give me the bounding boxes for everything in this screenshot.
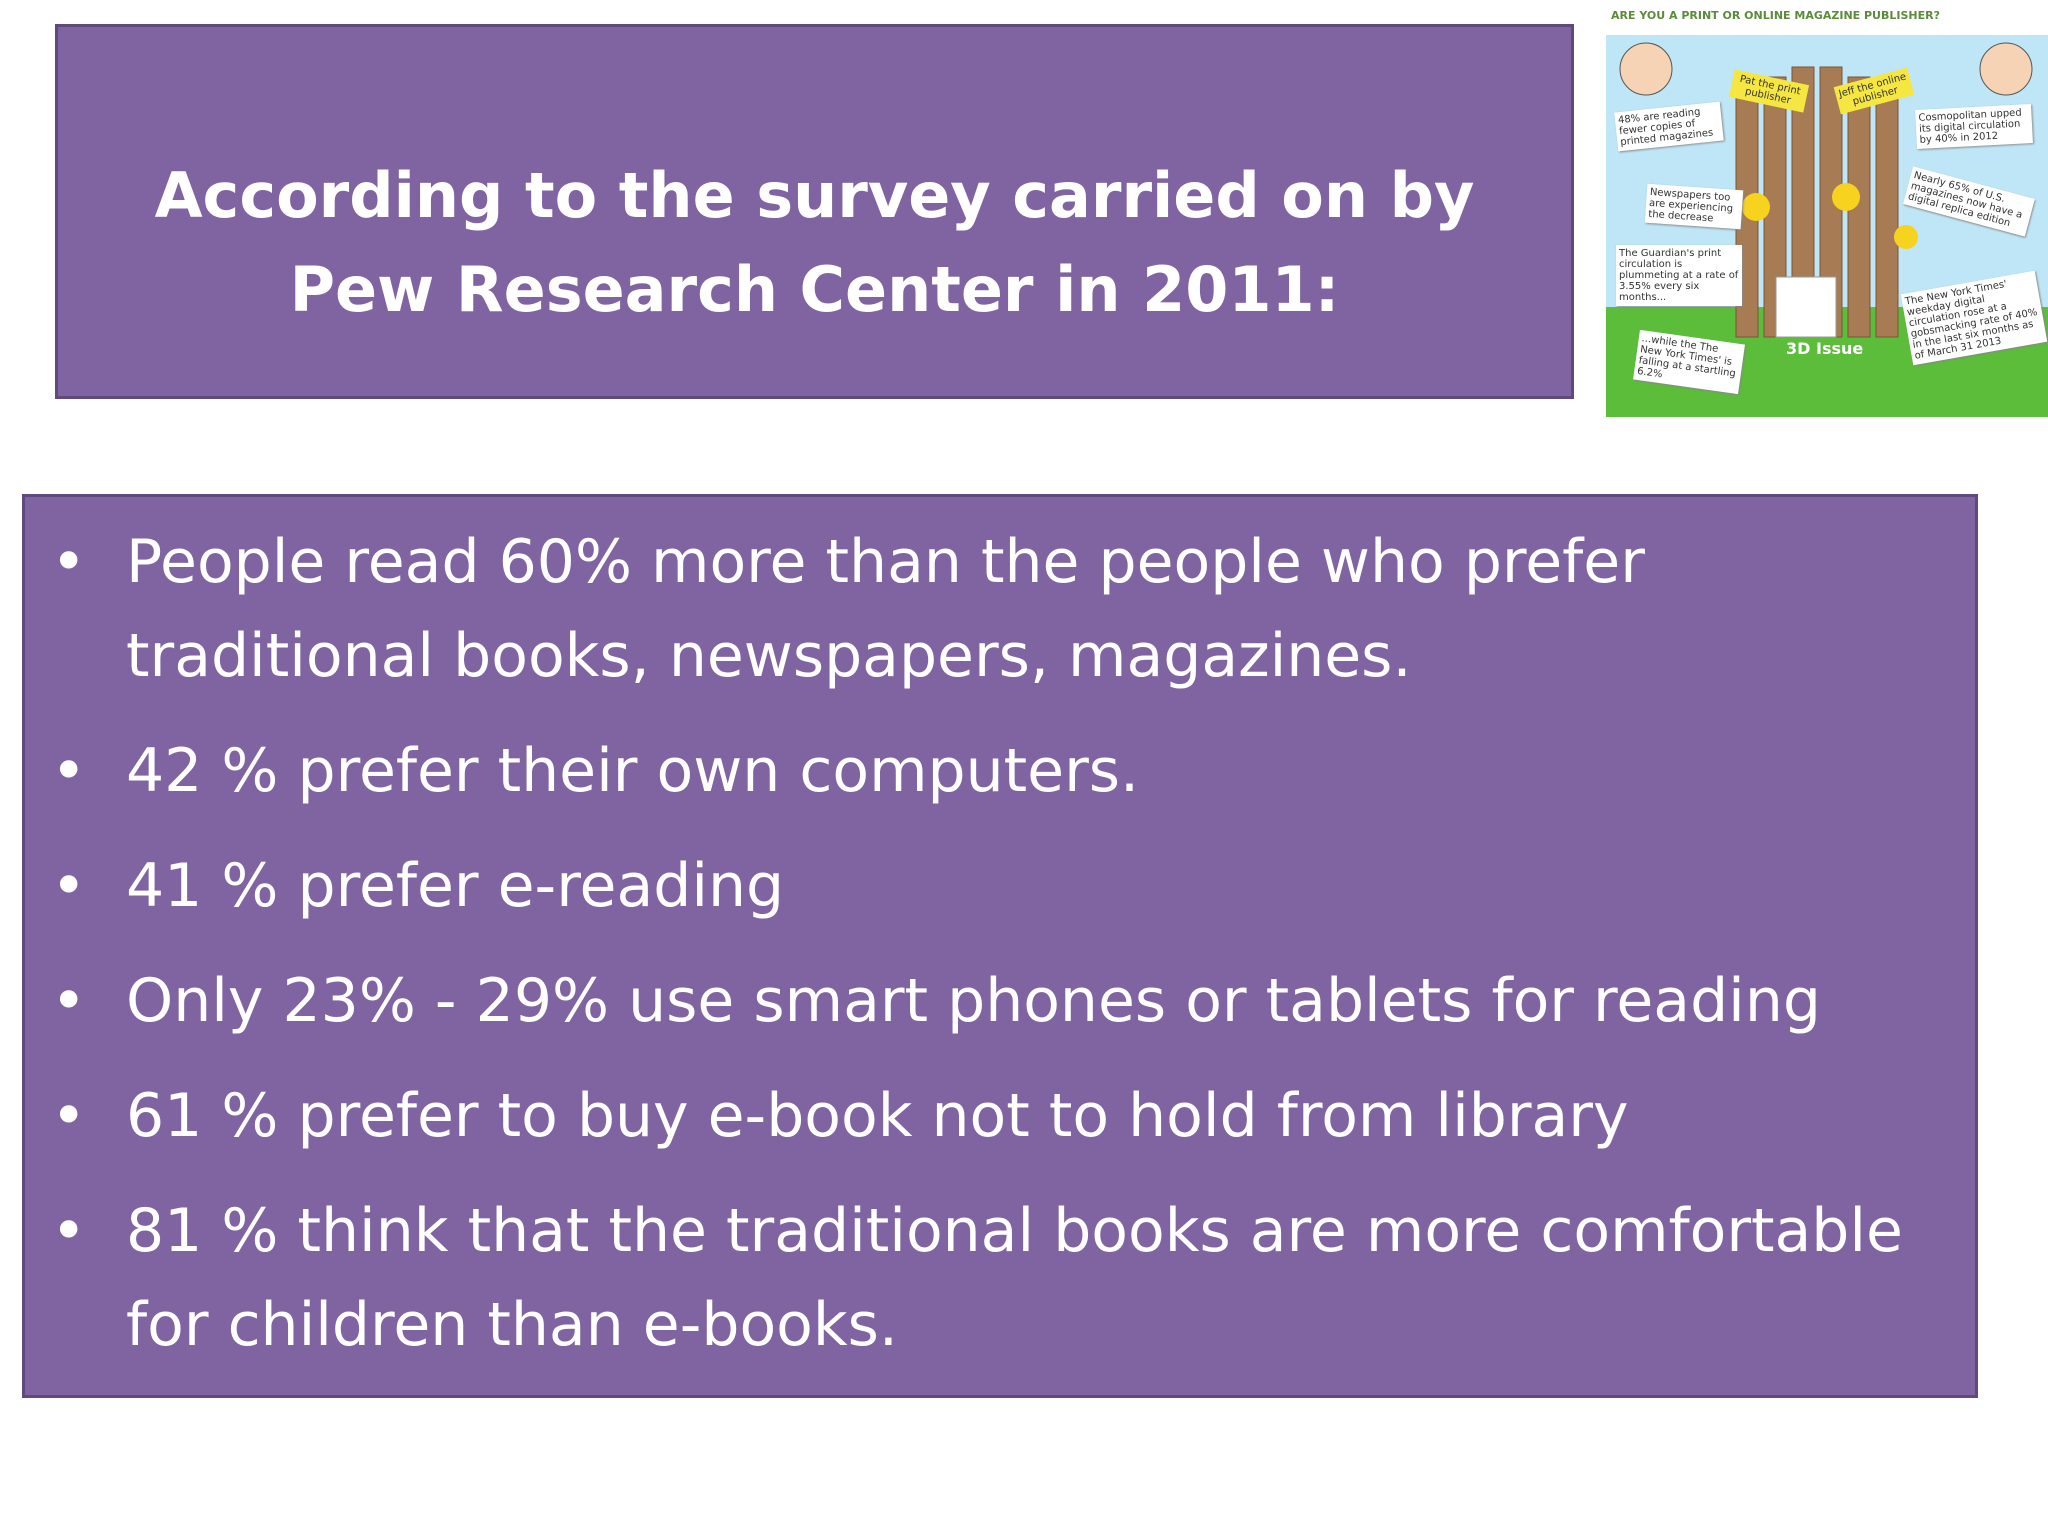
bullet-marker: • <box>51 1196 87 1266</box>
bullet-item: • 61 % prefer to buy e-book not to hold f… <box>25 1069 1935 1163</box>
bullet-marker: • <box>51 1081 87 1151</box>
slide-title: According to the survey carried on by Pe… <box>154 159 1475 326</box>
bullet-text: 81 % think that the traditional books ar… <box>126 1196 1903 1360</box>
infographic: ARE YOU A PRINT OR ONLINE MAGAZINE PUBLI… <box>1606 7 2048 417</box>
bullet-text: 42 % prefer their own computers. <box>126 736 1140 806</box>
bullet-list: • People read 60% more than the people wh… <box>25 515 1935 1372</box>
bullet-marker: • <box>51 851 87 921</box>
bullet-text: 61 % prefer to buy e-book not to hold fr… <box>126 1081 1629 1151</box>
bullet-marker: • <box>51 736 87 806</box>
bullet-item: • People read 60% more than the people wh… <box>25 515 1935 703</box>
bullet-item: • 81 % think that the traditional books a… <box>25 1184 1935 1372</box>
brand: 3D Issue <box>1786 339 1864 358</box>
bullet-item: • 41 % prefer e-reading <box>25 839 1935 933</box>
bullet-text: Only 23% - 29% use smart phones or table… <box>126 966 1821 1036</box>
note: The Guardian's print circulation is plum… <box>1616 245 1742 306</box>
note: Newspapers too are experiencing the decr… <box>1644 183 1744 230</box>
note: Cosmopolitan upped its digital circulati… <box>1915 103 2033 150</box>
bullet-text: People read 60% more than the people who… <box>126 527 1645 691</box>
bullet-text: 41 % prefer e-reading <box>126 851 785 921</box>
content-box: • People read 60% more than the people wh… <box>22 494 1978 1398</box>
infographic-title: ARE YOU A PRINT OR ONLINE MAGAZINE PUBLI… <box>1611 9 1940 22</box>
bullet-marker: • <box>51 527 87 597</box>
title-box: According to the survey carried on by Pe… <box>55 24 1574 399</box>
bullet-item: • Only 23% - 29% use smart phones or tabl… <box>25 954 1935 1048</box>
bullet-item: • 42 % prefer their own computers. <box>25 724 1935 818</box>
bullet-marker: • <box>51 966 87 1036</box>
